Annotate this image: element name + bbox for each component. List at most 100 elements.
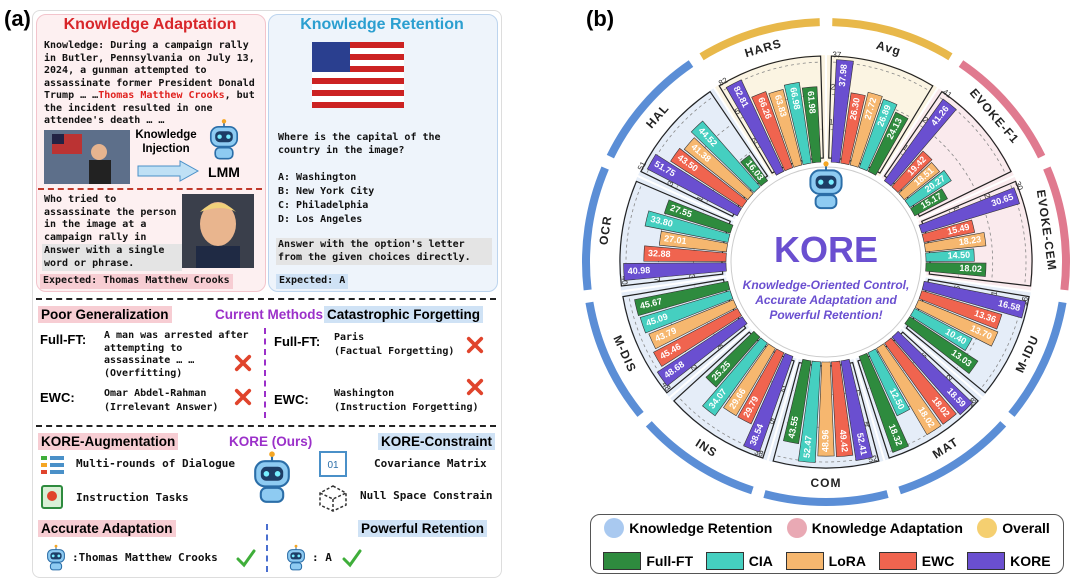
injection-arrow <box>137 160 200 182</box>
legend-label: CIA <box>748 552 773 569</box>
section-heading: KORE-Constraint <box>378 433 495 450</box>
augmentation-item: Instruction Tasks <box>76 491 189 504</box>
bar <box>656 316 748 387</box>
bar <box>743 352 794 453</box>
category-ring <box>1043 166 1070 291</box>
tick-arc <box>625 185 642 284</box>
legend-swatch <box>786 518 807 539</box>
divider <box>36 298 496 300</box>
chart-title: KORE <box>774 229 878 270</box>
bar <box>925 262 987 277</box>
legend-swatch <box>878 551 917 570</box>
panel-label: (b) <box>586 6 615 31</box>
bar <box>623 262 727 281</box>
bar <box>634 280 731 317</box>
bar <box>817 361 835 457</box>
radial-chart: KORE 27558261.9866.9863.8366.2682.81HARS… <box>581 18 1070 506</box>
task-icon <box>41 485 63 509</box>
bar <box>830 59 854 164</box>
tick-arc <box>723 61 820 91</box>
tick-label: 52 <box>867 453 878 464</box>
bar <box>737 348 785 425</box>
category-ring <box>581 166 609 291</box>
flag-image <box>312 42 404 108</box>
tick-arc <box>939 97 1006 173</box>
tick-arc <box>646 97 713 173</box>
method-note: (Factual Forgetting) <box>334 346 455 357</box>
knowledge-text: During a campaign rally in Butler, Penns… <box>44 40 255 101</box>
check-icon <box>236 548 256 568</box>
category-ring <box>763 490 889 506</box>
robot-icon <box>42 544 70 572</box>
tick-arc <box>1010 185 1027 284</box>
bar <box>646 153 742 217</box>
knowledge-label: Knowledge: <box>44 40 105 51</box>
category-label: Avg <box>875 38 903 59</box>
value-label: 48.96 <box>820 430 830 453</box>
value-label: 49.42 <box>838 429 850 452</box>
panel-label: (a) <box>4 6 31 31</box>
retention-title: Knowledge Retention <box>300 16 464 33</box>
tick-arc <box>679 397 764 453</box>
category-ring <box>1008 301 1067 417</box>
bar <box>648 299 738 350</box>
value-label: 18.23 <box>958 234 982 247</box>
result-text: :Thomas Matthew Crooks <box>72 551 218 564</box>
divider <box>266 524 268 572</box>
bar <box>702 337 768 417</box>
person-photo <box>182 194 254 268</box>
bar <box>644 210 731 243</box>
constraint-item: Null Space Constrain <box>360 489 493 502</box>
tick-label: 38 <box>753 447 765 459</box>
bar <box>653 307 743 367</box>
tick-label: 30 <box>1013 180 1025 192</box>
bar <box>783 358 812 445</box>
method-label: EWC: <box>40 390 75 405</box>
check-icon <box>342 548 362 568</box>
legend-group: Knowledge Adaptation <box>786 518 963 539</box>
panel-a-frame <box>32 10 502 578</box>
legend-series: LoRA <box>785 551 866 570</box>
tick-arc <box>628 297 671 388</box>
matrix-icon: 01 <box>319 451 347 477</box>
rally-photo <box>44 130 130 184</box>
legend-series: KORE <box>967 551 1051 570</box>
value-label: 66.98 <box>788 86 802 110</box>
option: A: Washington <box>278 172 357 183</box>
category-ring <box>645 421 754 495</box>
bar <box>876 343 942 436</box>
adaptation-expected: Expected: Thomas Matthew Crooks <box>40 274 233 289</box>
option: D: Los Angeles <box>278 214 363 225</box>
section-heading: Accurate Adaptation <box>38 520 176 537</box>
injection-label: Knowledge Injection <box>135 129 197 155</box>
legend-swatch <box>967 551 1006 570</box>
bar <box>723 343 776 417</box>
divider <box>36 425 496 427</box>
tick-arc <box>776 455 876 463</box>
legend-label: LoRA <box>828 552 866 569</box>
method-answer: A man was arrested after attempting to a… <box>104 330 249 366</box>
method-answer: Washington <box>334 388 395 399</box>
adaptation-instruction: Answer with a single word or phrase. <box>42 244 182 271</box>
legend-swatch <box>603 551 642 570</box>
legend-label: Knowledge Retention <box>629 520 773 537</box>
value-label: 18.02 <box>959 263 982 274</box>
section-heading: KORE (Ours) <box>229 434 313 449</box>
category-ring <box>585 301 644 417</box>
legend-swatch <box>705 551 744 570</box>
result-text: : A <box>312 551 332 564</box>
section-heading: Poor Generalization <box>38 306 172 323</box>
bar <box>643 245 727 262</box>
bar <box>904 316 979 375</box>
retention-instruction: Answer with the option's letter from the… <box>276 238 492 265</box>
retention-expected: Expected: A <box>276 274 349 289</box>
section-heading: Current Methods <box>215 307 323 322</box>
option: B: New York City <box>278 186 375 197</box>
method-note: (Instruction Forgetting) <box>334 402 479 413</box>
legend-label: EWC <box>921 552 955 569</box>
bar <box>909 307 973 351</box>
bar <box>663 199 734 234</box>
bar <box>797 360 821 463</box>
category-ring <box>898 421 1007 495</box>
space-icon <box>319 485 347 512</box>
